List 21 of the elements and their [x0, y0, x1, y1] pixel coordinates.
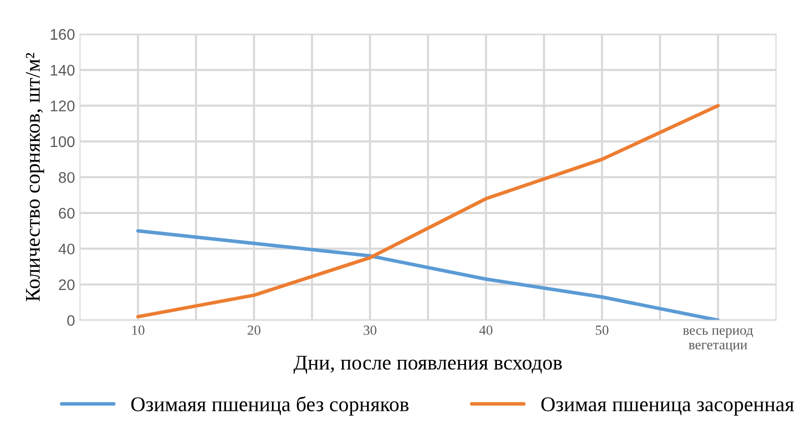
y-tick-label: 100: [50, 136, 75, 148]
legend-label: Озимая пшеница засоренная: [541, 397, 794, 416]
y-tick-label: 140: [50, 64, 75, 76]
y-tick-label: 20: [58, 279, 75, 290]
y-tick-label: 160: [50, 29, 75, 40]
y-tick-label: 80: [58, 172, 75, 183]
x-tick-label: 10: [132, 326, 144, 335]
y-tick-label: 40: [58, 244, 75, 254]
x-tick-label: весь период вегетации: [682, 328, 753, 352]
line-series: [136, 104, 720, 318]
y-tick-label: 60: [58, 208, 75, 219]
y-axis-title: Количество сорняков, шт/м²: [26, 53, 44, 302]
y-tick-label: 0: [67, 315, 75, 326]
x-axis-title: Дни, после появления всходов: [294, 356, 562, 374]
x-tick-label: 30: [364, 326, 376, 335]
x-tick-label: 50: [596, 326, 608, 335]
legend-label: Озимаяя пшеница без сорняков: [131, 396, 409, 416]
x-tick-label: 20: [248, 326, 260, 335]
x-tick-label: 40: [479, 326, 492, 335]
y-tick-label: 120: [50, 100, 75, 112]
line-series: [136, 229, 720, 320]
